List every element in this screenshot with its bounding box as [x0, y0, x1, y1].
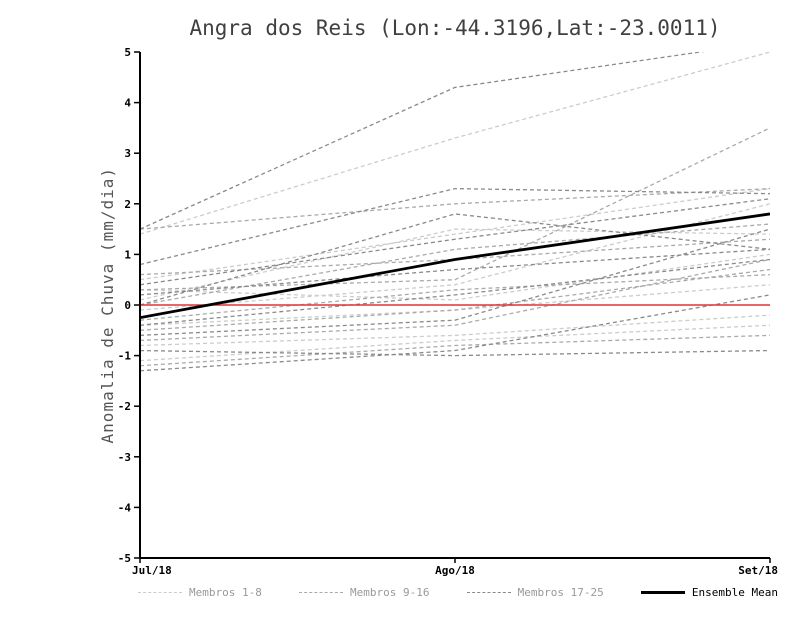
legend-label: Membros 17-25 [517, 586, 604, 599]
ensemble-member-line [140, 314, 770, 347]
y-tick-label: 1 [124, 248, 131, 261]
ensemble-member-line [140, 52, 705, 230]
y-tick-label: -4 [118, 501, 132, 514]
legend-swatch-dashed-light [138, 592, 182, 593]
legend-label: Membros 1-8 [189, 586, 262, 599]
legend-swatch-dashed-dark [466, 592, 511, 593]
y-tick-label: -2 [118, 400, 131, 413]
ensemble-member-line [140, 203, 770, 311]
legend-label: Ensemble Mean [691, 586, 778, 599]
ensemble-member-line [140, 258, 770, 326]
y-tick-label: 5 [124, 46, 131, 59]
legend-label: Membros 9-16 [350, 586, 430, 599]
y-tick-label: 2 [124, 198, 131, 211]
ensemble-member-line [140, 127, 770, 291]
ensemble-member-line [140, 187, 770, 230]
series-group [140, 52, 770, 372]
y-tick-label: 3 [124, 147, 131, 160]
ensemble-member-line [140, 334, 770, 367]
ensemble-member-line [140, 324, 770, 362]
ensemble-member-line [140, 349, 770, 357]
legend-item-members-17-25: Membros 17-25 [466, 586, 604, 599]
ensemble-member-line [140, 228, 770, 301]
ensemble-member-line [140, 198, 770, 286]
ensemble-member-line [140, 187, 770, 266]
ensemble-member-line [140, 52, 770, 235]
ensemble-member-line [140, 294, 770, 372]
legend: Membros 1-8 Membros 9-16 Membros 17-25 E… [138, 586, 778, 599]
ensemble-member-line [140, 213, 770, 306]
ensemble-member-line [140, 273, 770, 321]
y-tick-label: -3 [118, 451, 131, 464]
y-tick-label: -1 [118, 350, 132, 363]
y-tick-label: -5 [118, 552, 131, 565]
legend-item-members-9-16: Membros 9-16 [299, 586, 430, 599]
x-tick-label: Ago/18 [435, 564, 475, 577]
ensemble-member-line [140, 253, 770, 301]
legend-item-members-1-8: Membros 1-8 [138, 586, 262, 599]
ensemble-member-line [140, 248, 770, 296]
ensemble-mean-line [140, 212, 770, 320]
legend-item-ensemble-mean: Ensemble Mean [640, 586, 778, 599]
chart-title: Angra dos Reis (Lon:-44.3196,Lat:-23.001… [189, 16, 721, 40]
ensemble-member-line [140, 268, 770, 331]
ensemble-member-line [140, 187, 770, 281]
x-tick-label: Jul/18 [132, 564, 172, 577]
ensemble-member-line [140, 228, 770, 337]
legend-swatch-dashed-medium [299, 592, 344, 593]
y-tick-label: 4 [124, 97, 131, 110]
ensemble-member-line [140, 258, 770, 342]
y-tick-label: 0 [124, 299, 131, 312]
x-tick-label: Set/18 [738, 564, 778, 577]
legend-swatch-solid-black [640, 591, 685, 594]
